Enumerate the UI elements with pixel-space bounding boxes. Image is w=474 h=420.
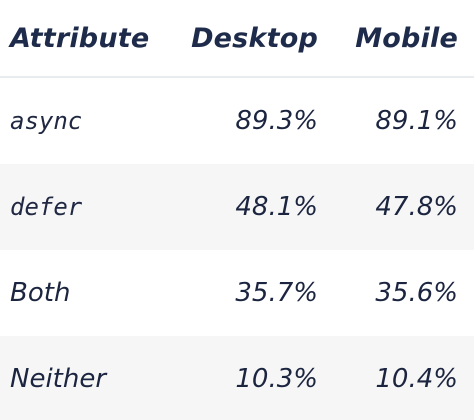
cell-attribute: Neither [0,336,170,420]
cell-desktop: 35.7% [170,250,330,336]
cell-mobile: 10.4% [330,336,474,420]
cell-attribute: Both [0,250,170,336]
desktop-value: 35.7% [235,278,318,308]
header-attribute: Attribute [0,0,170,78]
mobile-value: 10.4% [375,364,458,394]
table-header: Attribute Desktop Mobile [0,0,474,78]
table-row: defer 48.1% 47.8% [0,164,474,250]
attribute-name: Both [10,278,71,308]
cell-desktop: 48.1% [170,164,330,250]
desktop-value: 89.3% [235,106,318,136]
cell-mobile: 35.6% [330,250,474,336]
cell-mobile: 89.1% [330,77,474,164]
attribute-name: Neither [10,364,107,394]
cell-mobile: 47.8% [330,164,474,250]
header-row: Attribute Desktop Mobile [0,0,474,78]
desktop-value: 10.3% [235,364,318,394]
header-desktop: Desktop [170,0,330,78]
cell-attribute: defer [0,164,170,250]
mobile-value: 89.1% [375,106,458,136]
mobile-value: 35.6% [375,278,458,308]
table-body: async 89.3% 89.1% defer 48.1% 47.8% Both… [0,77,474,420]
desktop-value: 48.1% [235,192,318,222]
cell-attribute: async [0,77,170,164]
header-mobile: Mobile [330,0,474,78]
cell-desktop: 10.3% [170,336,330,420]
mobile-value: 47.8% [375,192,458,222]
cell-desktop: 89.3% [170,77,330,164]
attribute-name: async [10,107,83,135]
attribute-name: defer [10,193,83,221]
table-row: Both 35.7% 35.6% [0,250,474,336]
table-row: Neither 10.3% 10.4% [0,336,474,420]
table-row: async 89.3% 89.1% [0,77,474,164]
